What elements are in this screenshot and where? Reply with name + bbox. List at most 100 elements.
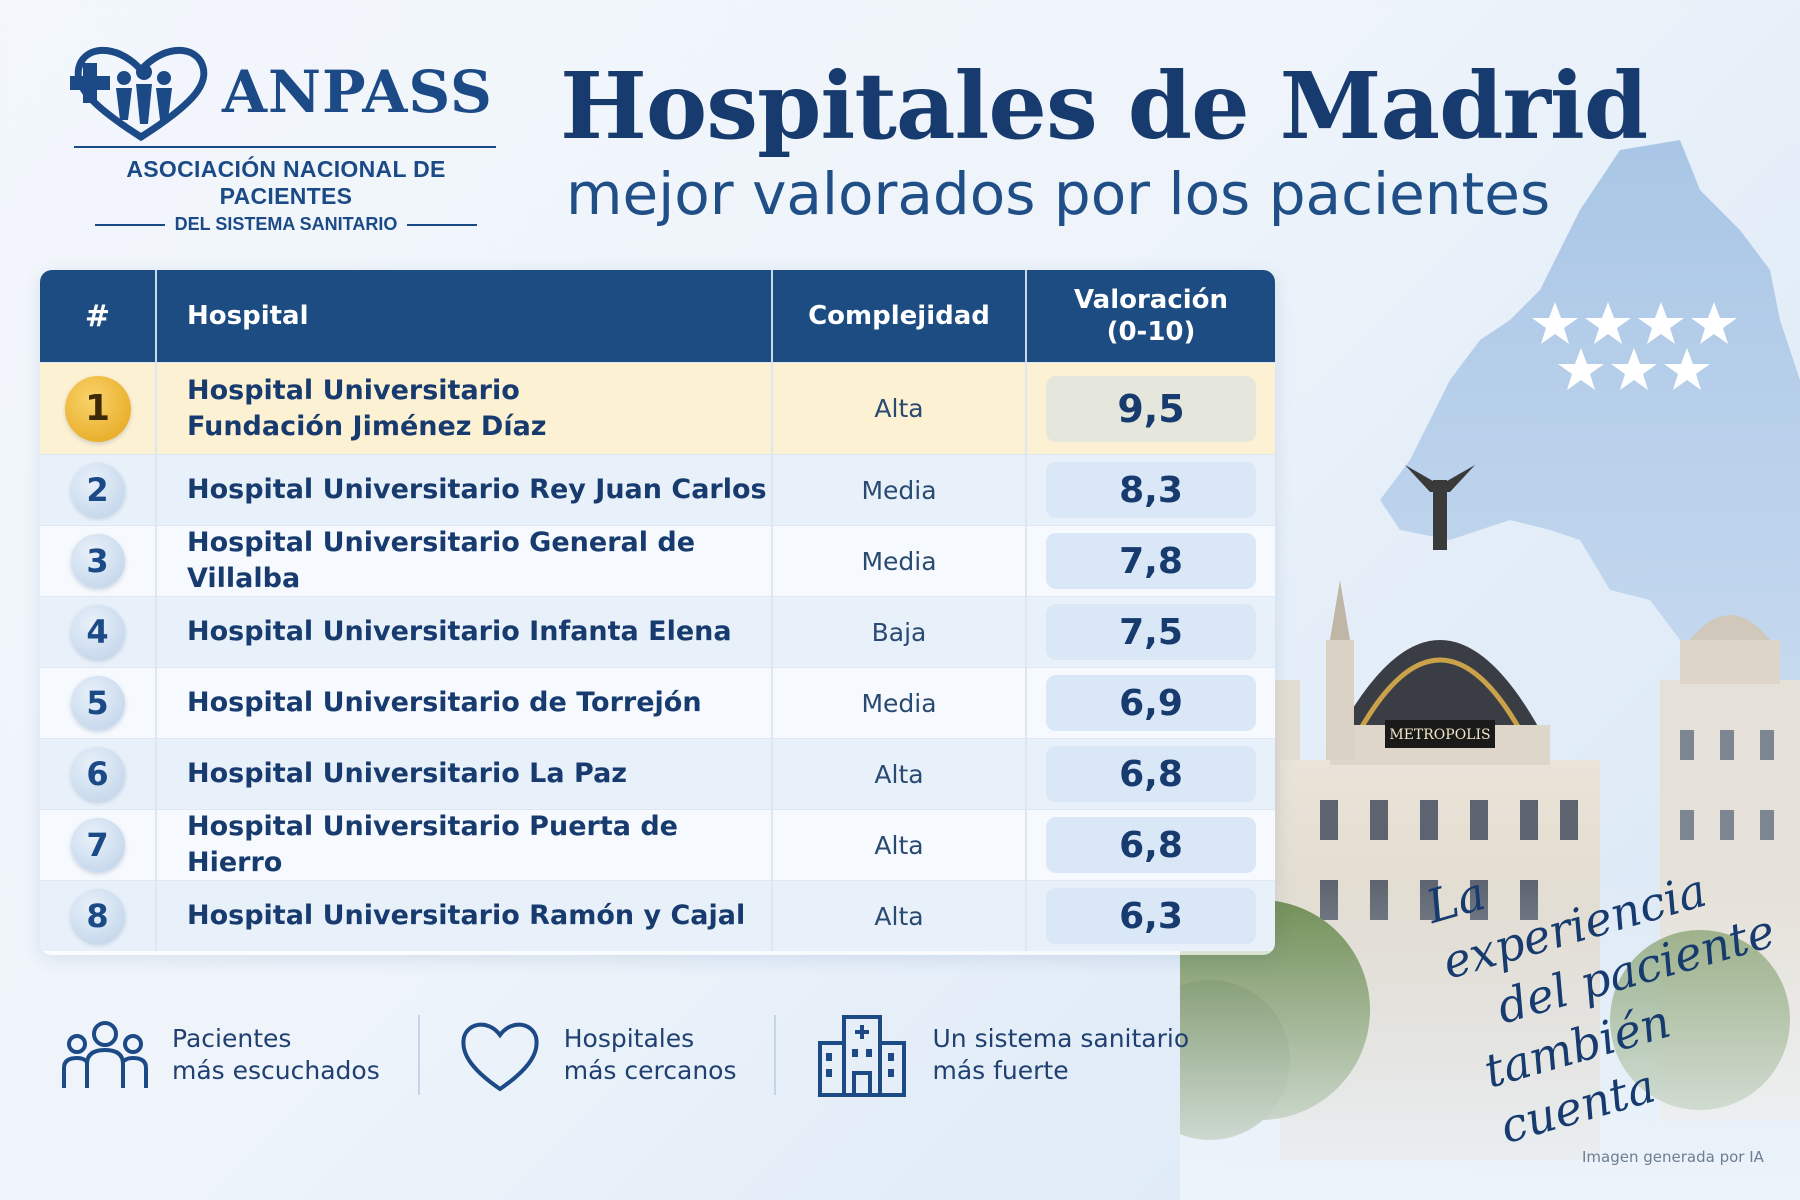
logo-subtitle-line1: ASOCIACIÓN NACIONAL DE PACIENTES [126, 156, 446, 209]
rank-cell: 2 [40, 455, 157, 525]
hospital-name-cell: Hospital Universitario de Torrejón [157, 668, 773, 738]
table-row: 5 Hospital Universitario de Torrejón Med… [40, 667, 1275, 738]
table-row: 8 Hospital Universitario Ramón y Cajal A… [40, 880, 1275, 951]
hospital-ranking-table: # Hospital Complejidad Valoración (0-10)… [40, 270, 1275, 955]
rating-score: 6,3 [1046, 888, 1256, 944]
logo-subtitle-line2-wrap: DEL SISTEMA SANITARIO [66, 214, 506, 235]
rating-score: 6,8 [1046, 746, 1256, 802]
rating-score: 7,5 [1046, 604, 1256, 660]
feature-system: Un sistema sanitario más fuerte [814, 1013, 1189, 1097]
feature-patients-text: Pacientes más escuchados [172, 1023, 380, 1087]
header-complexity: Complejidad [773, 270, 1027, 362]
ai-generated-note: Imagen generada por IA [1582, 1148, 1764, 1166]
rating-cell: 7,8 [1027, 526, 1275, 596]
hospital-name-line1: Hospital Universitario [187, 374, 520, 406]
metropolis-sign: METROPOLIS [1389, 727, 1490, 743]
feature-hospitals-line2: más cercanos [563, 1056, 737, 1085]
rating-score: 6,8 [1046, 817, 1256, 873]
logo-rule [74, 146, 496, 148]
rank-cell: 7 [40, 810, 157, 880]
complexity-cell: Media [773, 455, 1027, 525]
rating-cell: 6,3 [1027, 881, 1275, 951]
feature-hospitals: Hospitales más cercanos [458, 1017, 737, 1093]
anpass-logo: ANPASS ASOCIACIÓN NACIONAL DE PACIENTES … [66, 42, 506, 234]
rating-score: 6,9 [1046, 675, 1256, 731]
complexity-cell: Media [773, 526, 1027, 596]
table-row: 6 Hospital Universitario La Paz Alta 6,8 [40, 738, 1275, 809]
rank-cell: 4 [40, 597, 157, 667]
rank-badge: 2 [70, 463, 125, 517]
table-row: 7 Hospital Universitario Puerta de Hierr… [40, 809, 1275, 880]
rating-cell: 6,8 [1027, 810, 1275, 880]
header-hospital: Hospital [157, 270, 773, 362]
rank-cell: 5 [40, 668, 157, 738]
complexity-cell: Baja [773, 597, 1027, 667]
logo-name: ANPASS [222, 58, 493, 126]
feature-divider [774, 1015, 777, 1095]
complexity-cell: Alta [773, 810, 1027, 880]
page-subtitle: mejor valorados por los pacientes [566, 160, 1551, 228]
rank-badge: 7 [70, 818, 125, 872]
logo-subtitle-line2: DEL SISTEMA SANITARIO [174, 214, 398, 234]
feature-system-text: Un sistema sanitario más fuerte [932, 1023, 1189, 1087]
header-rating-line1: Valoración [1073, 285, 1229, 315]
hospital-name-cell: Hospital Universitario Infanta Elena [157, 597, 773, 667]
feature-patients-line2: más escuchados [172, 1056, 380, 1085]
feature-system-line1: Un sistema sanitario [932, 1024, 1190, 1053]
table-row: 3 Hospital Universitario General de Vill… [40, 525, 1275, 596]
complexity-cell: Alta [773, 881, 1027, 951]
hospital-name-cell: Hospital Universitario Rey Juan Carlos [157, 455, 773, 525]
feature-hospitals-text: Hospitales más cercanos [564, 1023, 737, 1087]
madrid-region-map [1380, 140, 1800, 720]
rank-cell: 6 [40, 739, 157, 809]
logo-divider-left [94, 223, 165, 226]
rating-score: 9,5 [1046, 375, 1256, 442]
background-illustration: METROPOLIS [1130, 120, 1800, 1200]
rating-cell: 6,9 [1027, 668, 1275, 738]
hospital-name-cell: Hospital Universitario Ramón y Cajal [157, 881, 773, 951]
complexity-cell: Alta [773, 739, 1027, 809]
feature-hospitals-line1: Hospitales [563, 1024, 695, 1053]
header-rating: Valoración (0-10) [1027, 270, 1275, 362]
rank-cell: 8 [40, 881, 157, 951]
rating-cell: 8,3 [1027, 455, 1275, 525]
feature-system-line2: más fuerte [932, 1056, 1069, 1085]
feature-divider [417, 1015, 420, 1095]
rating-cell: 7,5 [1027, 597, 1275, 667]
hospital-building-icon [818, 1015, 907, 1097]
rank-badge: 5 [70, 676, 125, 730]
feature-patients: Pacientes más escuchados [60, 1018, 380, 1092]
rank-cell: 1 [40, 363, 157, 454]
rank-badge: 6 [70, 747, 125, 801]
table-row: 4 Hospital Universitario Infanta Elena B… [40, 596, 1275, 667]
hospital-name-cell: Hospital Universitario La Paz [157, 739, 773, 809]
table-header: # Hospital Complejidad Valoración (0-10) [40, 270, 1275, 362]
people-icon [62, 1021, 148, 1088]
header-rank: # [40, 270, 157, 362]
madrid-flag-stars [1532, 302, 1737, 390]
page-title: Hospitales de Madrid [560, 52, 1648, 160]
rank-cell: 3 [40, 526, 157, 596]
heart-icon [461, 1022, 539, 1092]
rank-badge: 4 [70, 605, 125, 659]
complexity-cell: Media [773, 668, 1027, 738]
complexity-cell: Alta [773, 363, 1027, 454]
rating-cell: 9,5 [1027, 363, 1275, 454]
feature-patients-line1: Pacientes [172, 1024, 292, 1053]
header-rating-line2: (0-10) [1106, 317, 1196, 347]
rating-score: 7,8 [1046, 533, 1256, 589]
rank-badge: 8 [70, 889, 125, 943]
rank-badge-gold: 1 [64, 375, 131, 442]
rating-cell: 6,8 [1027, 739, 1275, 809]
heart-people-logo-icon [70, 46, 208, 142]
hospital-name-line2: Fundación Jiménez Díaz [187, 410, 547, 442]
table-row: 1 Hospital Universitario Fundación Jimén… [40, 362, 1275, 454]
hospital-name-cell: Hospital Universitario Fundación Jiménez… [157, 363, 773, 454]
hospital-name-cell: Hospital Universitario General de Villal… [157, 526, 773, 596]
logo-divider-right [407, 223, 478, 226]
madrid-map-and-building: METROPOLIS [1130, 140, 1800, 1200]
rating-score: 8,3 [1046, 462, 1256, 518]
features-bar: Pacientes más escuchados Hospitales más … [60, 1010, 1189, 1100]
table-row: 2 Hospital Universitario Rey Juan Carlos… [40, 454, 1275, 525]
rank-badge: 3 [70, 534, 125, 588]
